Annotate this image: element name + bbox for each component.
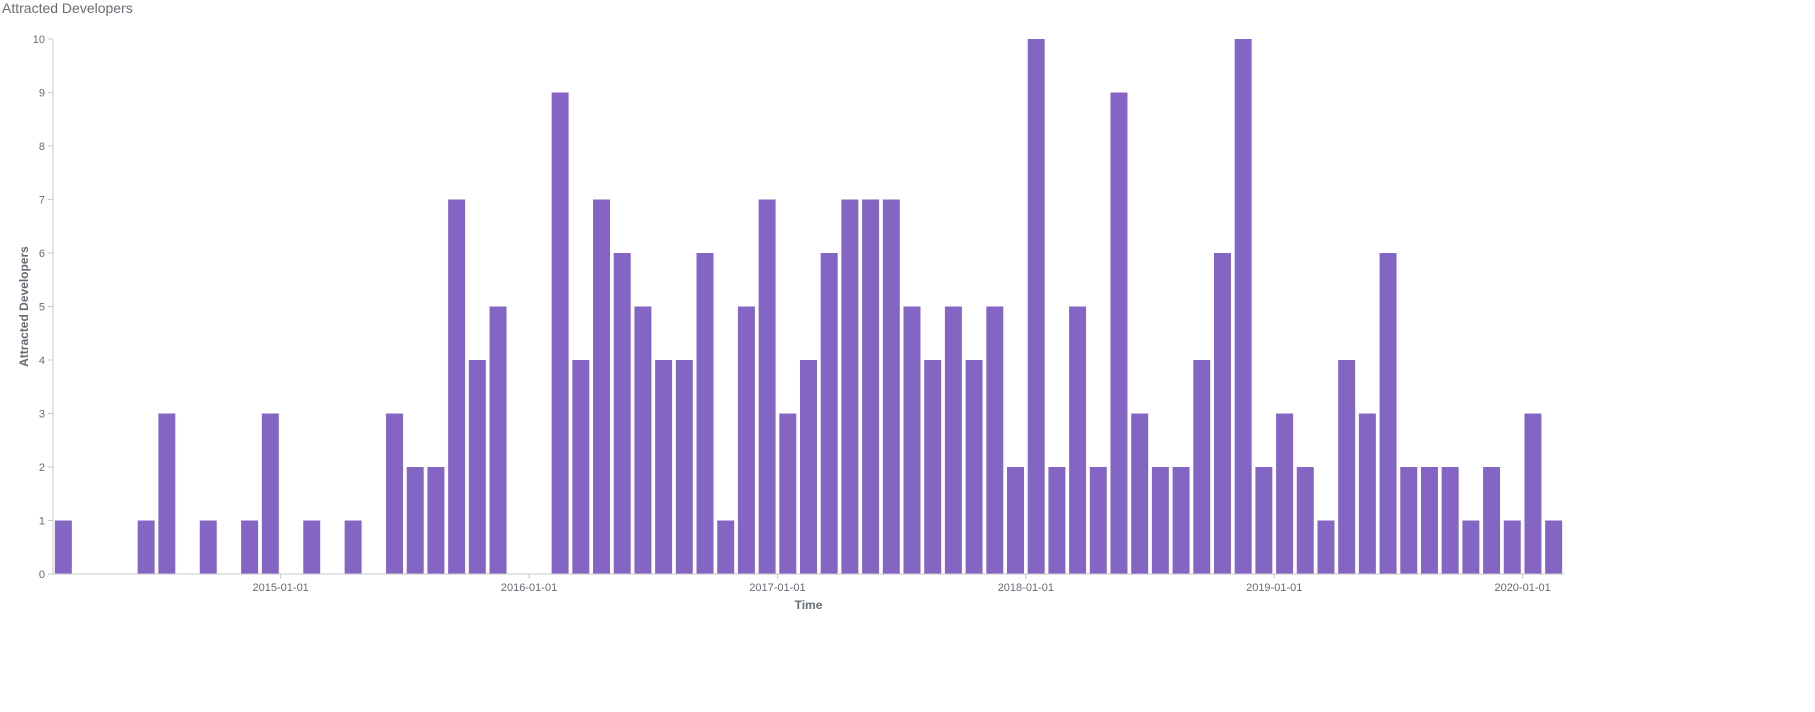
y-tick-label: 6: [39, 248, 45, 260]
chart-title: Attracted Developers: [2, 0, 133, 16]
bar[interactable]: [1193, 360, 1211, 574]
x-tick-label: 2018-01-01: [998, 582, 1054, 594]
bar[interactable]: [862, 199, 880, 575]
bar[interactable]: [903, 306, 921, 575]
bar[interactable]: [1420, 467, 1438, 574]
bar[interactable]: [406, 467, 424, 574]
x-tick-label: 2016-01-01: [501, 582, 557, 594]
bar[interactable]: [1110, 92, 1128, 575]
bar[interactable]: [717, 520, 735, 575]
bar[interactable]: [261, 413, 279, 575]
bar[interactable]: [1276, 413, 1294, 575]
bar[interactable]: [1213, 253, 1231, 574]
bar[interactable]: [924, 360, 942, 574]
bar[interactable]: [944, 306, 962, 575]
bar[interactable]: [758, 199, 776, 575]
bar[interactable]: [572, 360, 590, 574]
x-axis-ticks: 2015-01-01 2016-01-01 2017-01-01 2018-01-01…: [253, 574, 1551, 594]
y-axis-title: Attracted Developers: [17, 246, 31, 367]
bar[interactable]: [1027, 39, 1045, 574]
bar[interactable]: [1462, 520, 1480, 575]
bar[interactable]: [1089, 467, 1107, 574]
bar[interactable]: [489, 306, 507, 575]
bar[interactable]: [158, 413, 176, 575]
bar[interactable]: [1048, 467, 1066, 574]
bar[interactable]: [675, 360, 693, 574]
bar[interactable]: [696, 253, 714, 574]
y-tick-label: 2: [39, 462, 45, 474]
y-tick-label: 9: [39, 88, 45, 100]
bar[interactable]: [634, 306, 652, 575]
bar[interactable]: [1545, 520, 1563, 575]
bar[interactable]: [448, 199, 466, 575]
bar[interactable]: [386, 413, 404, 575]
bar[interactable]: [427, 467, 445, 574]
x-tick-label: 2020-01-01: [1494, 582, 1550, 594]
x-tick-label: 2019-01-01: [1246, 582, 1302, 594]
bar[interactable]: [344, 520, 362, 575]
bar[interactable]: [1317, 520, 1335, 575]
y-tick-label: 4: [39, 355, 45, 367]
bars: [54, 39, 1563, 575]
bar[interactable]: [655, 360, 673, 574]
y-tick-label: 1: [39, 516, 45, 528]
bar[interactable]: [137, 520, 155, 575]
bar[interactable]: [468, 360, 486, 574]
bar[interactable]: [1379, 253, 1397, 574]
bar[interactable]: [1172, 467, 1190, 574]
bar[interactable]: [820, 253, 838, 574]
bar[interactable]: [1006, 467, 1024, 574]
y-tick-label: 8: [39, 141, 45, 153]
bar[interactable]: [593, 199, 611, 575]
y-tick-label: 3: [39, 409, 45, 421]
y-tick-label: 7: [39, 195, 45, 207]
y-axis-ticks: 0 1 2 3 4 5 6 7 8 9 10: [33, 34, 53, 581]
bar[interactable]: [241, 520, 259, 575]
bar[interactable]: [1338, 360, 1356, 574]
y-tick-label: 5: [39, 302, 45, 314]
y-tick-label: 10: [33, 34, 45, 46]
bar[interactable]: [1524, 413, 1542, 575]
bar[interactable]: [1358, 413, 1376, 575]
bar[interactable]: [1400, 467, 1418, 574]
bar[interactable]: [199, 520, 217, 575]
bar[interactable]: [1151, 467, 1169, 574]
bar[interactable]: [1255, 467, 1273, 574]
bar[interactable]: [737, 306, 755, 575]
bar[interactable]: [1441, 467, 1459, 574]
y-tick-label: 0: [39, 569, 45, 581]
bar[interactable]: [1483, 467, 1501, 574]
bar[interactable]: [551, 92, 569, 575]
bar[interactable]: [965, 360, 983, 574]
x-tick-label: 2017-01-01: [749, 582, 805, 594]
bar[interactable]: [1234, 39, 1252, 574]
bar[interactable]: [303, 520, 321, 575]
bar[interactable]: [54, 520, 72, 575]
bar[interactable]: [613, 253, 631, 574]
x-axis-title: Time: [795, 598, 823, 612]
bar[interactable]: [1131, 413, 1149, 575]
x-tick-label: 2015-01-01: [253, 582, 309, 594]
bar[interactable]: [1503, 520, 1521, 575]
bar[interactable]: [882, 199, 900, 575]
bar[interactable]: [841, 199, 859, 575]
bar[interactable]: [1296, 467, 1314, 574]
bar[interactable]: [986, 306, 1004, 575]
bar[interactable]: [1069, 306, 1087, 575]
bar[interactable]: [779, 413, 797, 575]
bar[interactable]: [800, 360, 817, 574]
